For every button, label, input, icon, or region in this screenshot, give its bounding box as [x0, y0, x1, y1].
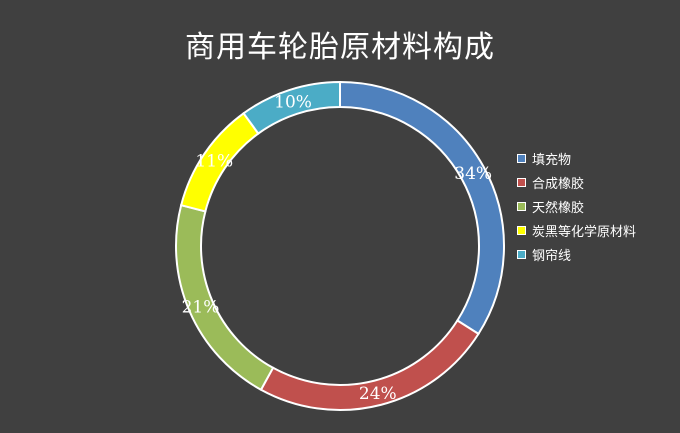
- legend-swatch: [517, 153, 526, 163]
- slice-label-5: 10%: [274, 92, 312, 112]
- legend-label: 填充物: [532, 152, 572, 168]
- slice-label-4: 11%: [195, 152, 233, 172]
- slice-label-1: 34%: [454, 164, 492, 184]
- legend-item-2: 合成橡胶: [517, 170, 636, 194]
- slice-label-2: 24%: [359, 384, 397, 404]
- legend-swatch: [517, 177, 526, 187]
- legend-swatch: [517, 225, 526, 235]
- legend-label: 炭黑等化学原材料: [532, 224, 637, 240]
- legend-swatch: [517, 249, 526, 259]
- legend-item-3: 天然橡胶: [517, 194, 636, 218]
- chart-title: 商用车轮胎原材料构成: [185, 30, 495, 65]
- legend-item-5: 钢帘线: [517, 242, 636, 266]
- donut-slice-5: [242, 80, 341, 135]
- legend-label: 天然橡胶: [532, 200, 585, 216]
- legend-label: 合成橡胶: [532, 176, 585, 192]
- legend-item-1: 填充物: [517, 146, 636, 170]
- legend-swatch: [517, 201, 526, 211]
- donut-slice-1: [339, 80, 505, 336]
- legend-label: 钢帘线: [532, 248, 572, 264]
- slice-label-3: 21%: [182, 297, 220, 317]
- chart-legend: 填充物合成橡胶天然橡胶炭黑等化学原材料 钢帘线: [517, 146, 636, 266]
- legend-item-4: 炭黑等化学原材料: [517, 218, 636, 242]
